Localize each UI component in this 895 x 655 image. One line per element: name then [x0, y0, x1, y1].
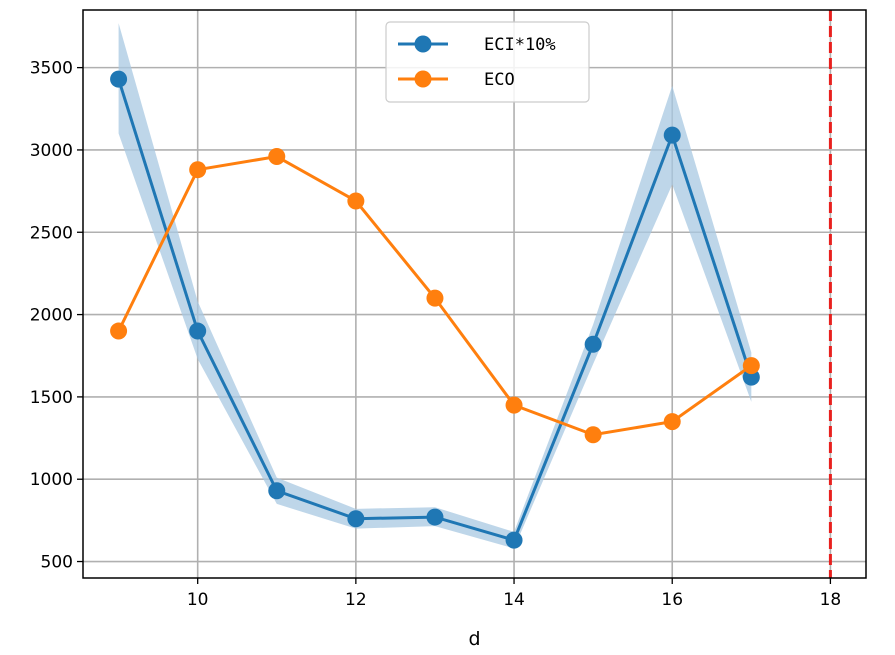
- legend-box: [385, 21, 590, 103]
- data-point: [426, 508, 444, 526]
- data-point: [663, 126, 681, 144]
- data-point: [426, 289, 444, 307]
- x-axis-label: d: [468, 628, 480, 650]
- data-point: [347, 510, 365, 528]
- legend-label: ECI*10%: [484, 35, 556, 55]
- data-point: [505, 396, 523, 414]
- y-tick-label: 3000: [30, 141, 73, 161]
- x-tick-label: 12: [345, 590, 367, 610]
- y-tick-label: 1500: [30, 388, 73, 408]
- x-tick-label: 14: [503, 590, 525, 610]
- data-point: [189, 322, 207, 340]
- legend-marker: [414, 35, 432, 53]
- y-tick-label: 500: [41, 553, 73, 573]
- legend-marker: [414, 70, 432, 88]
- x-axis-ticks: 10 12 14 16 18: [187, 578, 841, 610]
- data-point: [110, 70, 128, 88]
- data-point: [110, 322, 128, 340]
- legend: ECI*10% ECO: [385, 21, 590, 103]
- data-point: [505, 531, 523, 549]
- y-tick-label: 3500: [30, 59, 73, 79]
- y-tick-label: 1000: [30, 470, 73, 490]
- x-tick-label: 18: [820, 590, 842, 610]
- x-tick-label: 10: [187, 590, 209, 610]
- data-point: [189, 161, 207, 179]
- y-axis-ticks: 500 1000 1500 2000 2500 3000 3500: [30, 59, 83, 573]
- x-tick-label: 16: [661, 590, 683, 610]
- data-point: [268, 148, 286, 166]
- data-point: [663, 413, 681, 431]
- confidence-bands: [118, 23, 752, 549]
- plot-frame: [82, 9, 867, 579]
- data-point: [742, 357, 760, 375]
- legend-label: ECO: [484, 70, 515, 90]
- confidence-band: [118, 23, 752, 549]
- y-tick-label: 2500: [30, 223, 73, 243]
- data-point: [347, 192, 365, 210]
- y-tick-label: 2000: [30, 306, 73, 326]
- data-point: [584, 426, 602, 444]
- grid-lines: [83, 10, 866, 578]
- series-points: [110, 70, 760, 549]
- data-point: [584, 335, 602, 353]
- data-point: [268, 482, 286, 500]
